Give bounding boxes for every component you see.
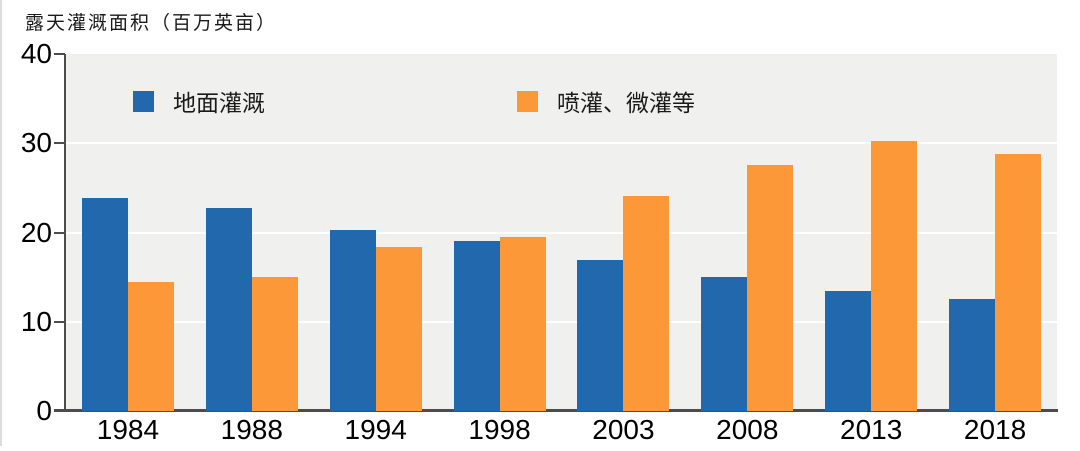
bar-喷灌、微灌等-1984 bbox=[127, 281, 174, 411]
bar-group-1994 bbox=[314, 54, 438, 411]
x-tick-label-1994: 1994 bbox=[344, 414, 407, 445]
bar-地面灌溉-2008 bbox=[701, 277, 748, 411]
bar-喷灌、微灌等-1994 bbox=[375, 246, 422, 411]
bar-地面灌溉-1988 bbox=[205, 208, 252, 411]
y-tick-label-10: 10 bbox=[20, 305, 52, 337]
bar-喷灌、微灌等-2018 bbox=[995, 153, 1042, 411]
y-tick-mark-10 bbox=[54, 320, 65, 323]
gridline-10 bbox=[66, 320, 1057, 323]
y-axis-line bbox=[64, 54, 66, 411]
y-tick-label-0: 0 bbox=[36, 395, 52, 426]
y-tick-label-30: 30 bbox=[20, 127, 52, 159]
bar-group-2003 bbox=[562, 54, 686, 411]
legend-swatch-icon bbox=[517, 90, 538, 112]
legend-swatch-icon bbox=[133, 90, 154, 112]
bar-地面灌溉-1994 bbox=[329, 229, 376, 411]
legend-label: 喷灌、微灌等 bbox=[557, 90, 695, 116]
x-tick-label-2008: 2008 bbox=[716, 414, 779, 445]
bar-喷灌、微灌等-2003 bbox=[623, 195, 670, 411]
bars-layer bbox=[66, 54, 1057, 411]
x-tick-label-2003: 2003 bbox=[592, 414, 655, 445]
y-tick-label-40: 40 bbox=[20, 38, 52, 69]
bar-喷灌、微灌等-2013 bbox=[871, 140, 918, 411]
bar-地面灌溉-2013 bbox=[825, 290, 872, 411]
bar-地面灌溉-2018 bbox=[949, 298, 996, 411]
legend-item-1: 地面灌溉 bbox=[133, 84, 265, 118]
gridline-30 bbox=[66, 142, 1057, 145]
bar-地面灌溉-1984 bbox=[81, 197, 128, 411]
left-edge-divider bbox=[0, 0, 2, 446]
bar-喷灌、微灌等-1988 bbox=[251, 277, 298, 411]
y-tick-mark-20 bbox=[54, 231, 65, 234]
bar-喷灌、微灌等-2008 bbox=[747, 164, 794, 411]
bar-group-1998 bbox=[438, 54, 562, 411]
x-tick-label-1984: 1984 bbox=[96, 414, 160, 445]
bar-group-2018 bbox=[933, 54, 1057, 411]
bar-group-1984 bbox=[66, 54, 190, 411]
x-tick-label-2018: 2018 bbox=[963, 414, 1027, 445]
bar-group-2008 bbox=[685, 54, 809, 411]
x-axis-line bbox=[54, 409, 1058, 412]
bar-地面灌溉-2003 bbox=[577, 260, 624, 411]
bar-group-1988 bbox=[190, 54, 314, 411]
bar-group-2013 bbox=[809, 54, 933, 411]
y-tick-mark-40 bbox=[54, 53, 65, 55]
y-tick-mark-30 bbox=[54, 142, 65, 145]
gridline-20 bbox=[66, 231, 1057, 234]
x-tick-label-2013: 2013 bbox=[840, 414, 903, 445]
chart-title: 露天灌溉面积（百万英亩） bbox=[25, 13, 278, 34]
x-tick-label-1998: 1998 bbox=[468, 414, 531, 445]
legend-label: 地面灌溉 bbox=[173, 90, 265, 116]
bar-喷灌、微灌等-1998 bbox=[499, 236, 546, 411]
bar-地面灌溉-1998 bbox=[453, 241, 500, 411]
legend-item-2: 喷灌、微灌等 bbox=[517, 84, 695, 118]
y-tick-label-20: 20 bbox=[20, 216, 52, 248]
x-axis-labels: 1984 1988 1994 1998 2003 2008 2013 2018 bbox=[66, 415, 1057, 445]
x-tick-label-1988: 1988 bbox=[220, 414, 283, 445]
